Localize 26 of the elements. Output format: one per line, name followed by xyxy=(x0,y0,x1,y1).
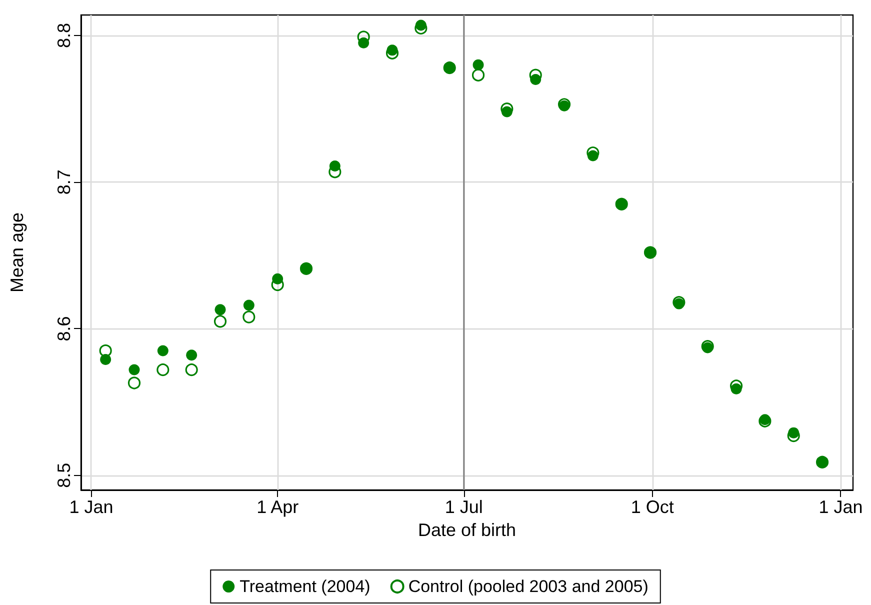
y-tick-label: 8.6 xyxy=(54,316,74,342)
legend-label: Treatment (2004) xyxy=(240,577,370,596)
point xyxy=(214,315,227,328)
legend-label: Control (pooled 2003 and 2005) xyxy=(408,577,648,596)
y-tick-label: 8.7 xyxy=(54,170,74,195)
y-tick-label: 8.5 xyxy=(54,462,74,488)
x-tick-label: 1 Jan xyxy=(818,497,863,517)
point xyxy=(128,376,141,390)
point xyxy=(156,363,170,376)
point xyxy=(186,350,198,361)
point xyxy=(242,310,256,324)
point xyxy=(214,304,226,316)
x-tick-label: 1 Apr xyxy=(256,497,299,517)
point xyxy=(157,345,168,356)
point xyxy=(472,68,485,82)
x-tick-label: 1 Jul xyxy=(444,497,483,517)
y-axis-title: Mean age xyxy=(7,212,27,293)
x-tick-label: 1 Jan xyxy=(69,497,114,517)
point xyxy=(185,363,198,376)
point xyxy=(128,364,140,376)
point xyxy=(472,59,484,70)
y-tick-label: 8.8 xyxy=(54,23,74,48)
x-tick-label: 1 Oct xyxy=(630,497,674,517)
point xyxy=(243,300,254,311)
x-axis-title: Date of birth xyxy=(418,520,516,540)
point xyxy=(99,344,112,358)
